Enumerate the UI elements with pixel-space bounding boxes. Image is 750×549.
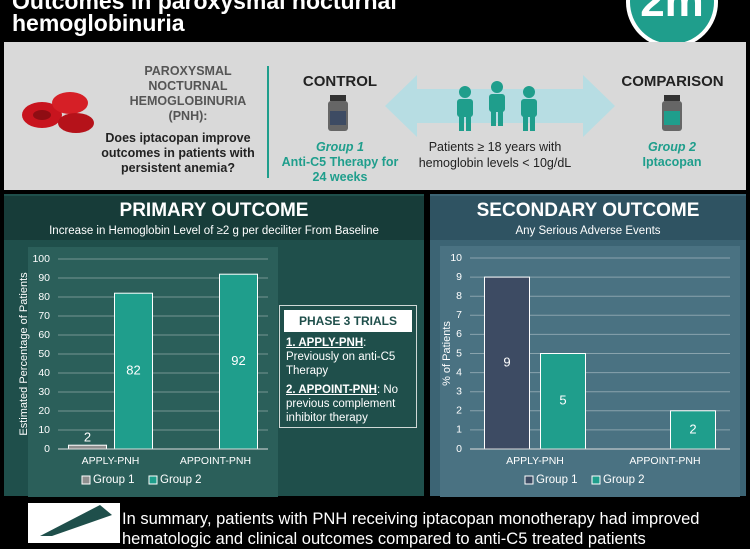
- y-tick-label: 40: [38, 367, 50, 379]
- legend-label: Group 1: [536, 474, 578, 486]
- title-line: hemoglobinuria: [12, 10, 185, 36]
- legend-label: Group 2: [160, 474, 202, 486]
- y-tick-label: 0: [456, 443, 462, 455]
- trial-text: : Previously on anti-C5 Therapy: [286, 337, 396, 377]
- y-tick-label: 50: [38, 348, 50, 360]
- y-tick-label: 9: [456, 271, 462, 283]
- title-line: Outcomes in paroxysmal nocturnal: [12, 0, 397, 14]
- comparison-group: Group 2: [648, 140, 696, 154]
- chart-title: SECONDARY OUTCOME: [477, 200, 700, 221]
- population: Patients ≥ 18 years with hemoglobin leve…: [418, 140, 572, 170]
- logo: 2m: [626, 0, 718, 48]
- x-tick-label: APPOINT-PNH: [629, 455, 700, 467]
- comparison-treatment: Iptacopan: [642, 155, 702, 169]
- y-tick-label: 8: [456, 290, 462, 302]
- pencil: [40, 505, 112, 536]
- vial: [662, 95, 682, 131]
- panel-header: [430, 196, 746, 240]
- bar: [219, 273, 258, 450]
- y-tick-label: 1: [456, 424, 462, 436]
- y-tick-label: 0: [44, 443, 50, 455]
- logo-text: 2m: [640, 0, 704, 26]
- y-tick-label: 10: [38, 424, 50, 436]
- y-tick-label: 80: [38, 291, 50, 303]
- x-tick-label: APPOINT-PNH: [180, 455, 251, 467]
- control-group: Group 1: [316, 140, 364, 154]
- y-tick-label: 2: [456, 405, 462, 417]
- y-tick-label: 30: [38, 386, 50, 398]
- legend-swatch: [148, 475, 158, 485]
- chart-subtitle: Increase in Hemoglobin Level of ≥2 g per…: [49, 225, 379, 237]
- bar: [484, 276, 530, 450]
- comparison-heading: COMPARISON: [621, 73, 724, 90]
- bar: [540, 353, 586, 450]
- y-tick-label: 60: [38, 329, 50, 341]
- question: Does iptacopan improve outcomes in patie…: [101, 131, 255, 175]
- y-tick-label: 20: [38, 405, 50, 417]
- summary: In summary, patients with PNH receiving …: [122, 510, 700, 548]
- vial: [328, 95, 348, 131]
- panel-header: [4, 196, 424, 240]
- data-label: 9: [503, 354, 510, 369]
- y-axis-label: % of Patients: [441, 321, 453, 386]
- control-treatment: Anti-C5 Therapy for 24 weeks: [281, 155, 399, 184]
- legend-swatch: [524, 475, 534, 485]
- y-tick-label: 70: [38, 310, 50, 322]
- bar: [670, 410, 716, 450]
- data-label: 92: [231, 353, 245, 368]
- y-tick-label: 4: [456, 366, 462, 378]
- trial-name: 1. APPLY-PNH: [286, 337, 364, 349]
- charts: PRIMARY OUTCOME Increase in Hemoglobin Le…: [4, 196, 746, 497]
- trial-item: 1. APPLY-PNH: Previously on anti-C5 Ther…: [286, 336, 410, 378]
- data-label: 2: [689, 421, 696, 436]
- x-tick-label: APPLY-PNH: [82, 455, 140, 467]
- y-tick-label: 90: [38, 272, 50, 284]
- bar: [68, 444, 107, 450]
- data-label: 5: [559, 393, 566, 408]
- trial-name: 2. APPOINT-PNH: [286, 384, 377, 396]
- red-cells: [22, 92, 94, 133]
- y-tick-label: 3: [456, 385, 462, 397]
- condition: PAROXYSMAL NOCTURNAL HEMOGLOBINURIA (PNH…: [129, 64, 247, 123]
- y-tick-label: 7: [456, 309, 462, 321]
- trials-box: PHASE 3 TRIALS 1. APPLY-PNH: Previously …: [279, 305, 417, 428]
- bar: [114, 292, 153, 450]
- control-heading: CONTROL: [302, 73, 378, 90]
- y-tick-label: 5: [456, 347, 462, 359]
- legend-label: Group 1: [93, 474, 135, 486]
- population-arrow: [385, 75, 615, 137]
- legend-label: Group 2: [603, 474, 645, 486]
- trials-title: PHASE 3 TRIALS: [284, 310, 412, 332]
- y-tick-label: 10: [450, 252, 462, 264]
- trial-item: 2. APPOINT-PNH: No previous complement i…: [286, 383, 410, 425]
- y-axis-label: Estimated Percentage of Patients: [18, 272, 30, 436]
- chart-subtitle: Any Serious Adverse Events: [515, 225, 660, 237]
- y-tick-label: 100: [32, 253, 50, 265]
- x-tick-label: APPLY-PNH: [506, 455, 564, 467]
- data-label: 82: [126, 363, 140, 378]
- study-panel: [4, 42, 746, 190]
- legend-swatch: [591, 475, 601, 485]
- legend-swatch: [81, 475, 91, 485]
- y-tick-label: 6: [456, 328, 462, 340]
- trial-text: : No previous complement inhibitor thera…: [286, 384, 399, 424]
- divider: [267, 66, 269, 178]
- data-label: 2: [84, 430, 91, 445]
- page: Outcomes in paroxysmal nocturnal hemoglo…: [4, 0, 746, 548]
- chart-title: PRIMARY OUTCOME: [120, 200, 309, 221]
